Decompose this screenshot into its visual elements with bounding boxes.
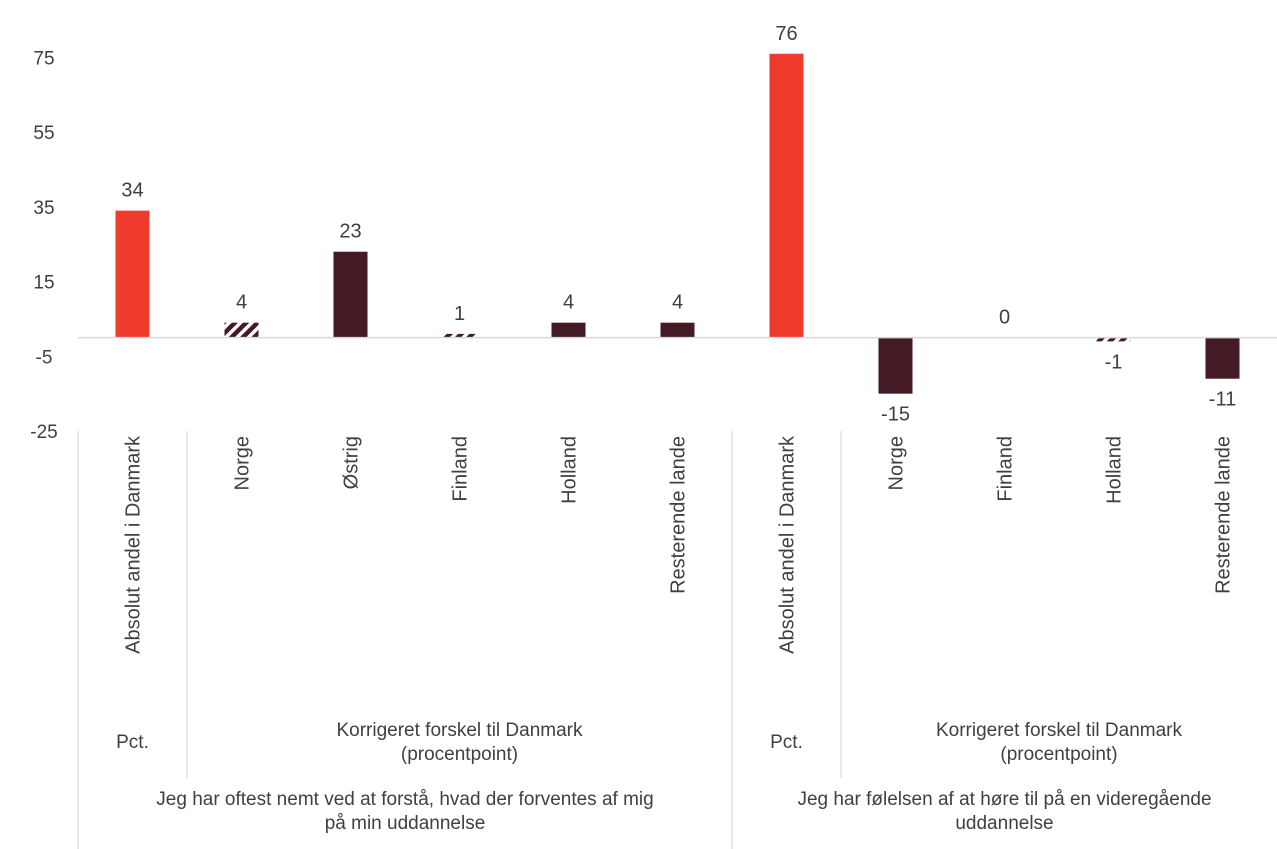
subgroup-label: Korrigeret forskel til Danmark xyxy=(936,720,1183,741)
y-tick-label: -25 xyxy=(30,422,57,443)
bar-3-ostrig xyxy=(333,251,368,338)
data-label-5: 4 xyxy=(563,292,574,314)
category-label-1: Absolut andel i Danmark xyxy=(123,435,145,654)
data-label-11: -11 xyxy=(1209,389,1236,411)
group-label: Jeg har følelsen af at høre til på en vi… xyxy=(797,789,1211,810)
category-label-9: Finland xyxy=(995,436,1017,502)
data-label-1: 34 xyxy=(121,180,143,202)
bar-10-holland xyxy=(1096,337,1131,342)
group-label: uddannelse xyxy=(955,813,1053,834)
category-label-11: Resterende lande xyxy=(1213,436,1235,594)
category-label-8: Norge xyxy=(886,436,908,490)
bar-1-absolut-andel-i-danmark xyxy=(115,210,150,338)
bar-7-absolut-andel-i-danmark xyxy=(769,53,804,338)
subgroup-label: Pct. xyxy=(116,732,149,753)
y-tick-label: 35 xyxy=(33,198,54,219)
y-axis-ticks: 75 55 35 15 -5 -25 xyxy=(30,49,57,444)
bar-6-resterende-lande xyxy=(660,322,695,338)
subgroup-label: (procentpoint) xyxy=(1000,744,1117,765)
subgroup-label: Pct. xyxy=(770,732,803,753)
y-tick-label: 75 xyxy=(33,49,54,70)
category-labels: Absolut andel i Danmark Norge Østrig Finlan… xyxy=(123,435,1235,654)
data-label-3: 23 xyxy=(339,221,361,243)
group-labels: Pct. Korrigeret forskel til Danmark (proce… xyxy=(116,720,1211,834)
category-label-6: Resterende lande xyxy=(668,436,690,594)
group-label: på min uddannelse xyxy=(325,813,486,834)
category-label-3: Østrig xyxy=(341,436,363,489)
bar-4-finland xyxy=(442,333,477,338)
category-label-2: Norge xyxy=(232,436,254,490)
category-label-7: Absolut andel i Danmark xyxy=(777,435,799,654)
y-tick-label: 15 xyxy=(33,273,54,294)
data-label-9: 0 xyxy=(999,307,1010,329)
data-label-7: 76 xyxy=(775,23,797,45)
axis-lines xyxy=(77,336,1277,849)
subgroup-label: Korrigeret forskel til Danmark xyxy=(336,720,583,741)
group-label: Jeg har oftest nemt ved at forstå, hvad … xyxy=(156,789,653,810)
bar-5-holland xyxy=(551,322,586,338)
bar-8-norge xyxy=(878,337,913,394)
category-label-10: Holland xyxy=(1104,436,1126,504)
y-tick-label: -5 xyxy=(36,347,53,368)
y-tick-label: 55 xyxy=(33,123,54,144)
bar-11-resterende-lande xyxy=(1205,337,1240,379)
subgroup-label: (procentpoint) xyxy=(401,744,518,765)
data-label-10: -1 xyxy=(1105,351,1123,373)
data-label-8: -15 xyxy=(881,404,910,426)
category-label-5: Holland xyxy=(559,436,581,504)
data-label-4: 1 xyxy=(454,303,465,325)
bars xyxy=(115,53,1240,394)
data-label-6: 4 xyxy=(672,292,683,314)
category-label-4: Finland xyxy=(450,436,472,502)
bar-2-norge xyxy=(224,322,259,338)
data-label-2: 4 xyxy=(236,292,247,314)
data-labels: 34 4 23 1 4 4 76 -15 0 -1 -11 xyxy=(121,23,1236,426)
